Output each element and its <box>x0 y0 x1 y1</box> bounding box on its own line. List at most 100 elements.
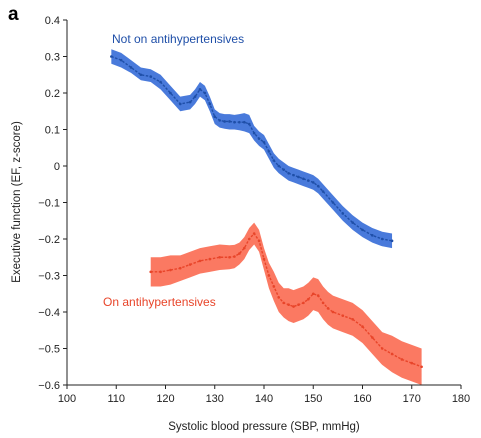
data-point-not-on-antihypertensives <box>361 228 364 232</box>
data-point-on-antihypertensives <box>331 310 335 314</box>
data-point-not-on-antihypertensives <box>213 115 217 119</box>
data-point-not-on-antihypertensives <box>218 119 221 122</box>
y-tick-label: 0.1 <box>45 125 60 137</box>
data-point-not-on-antihypertensives <box>178 102 182 106</box>
data-point-on-antihypertensives <box>233 255 236 258</box>
data-point-not-on-antihypertensives <box>282 168 286 171</box>
data-point-on-antihypertensives <box>326 307 330 310</box>
y-tick-label: −0.3 <box>38 271 60 283</box>
data-point-on-antihypertensives <box>292 305 295 308</box>
data-point-not-on-antihypertensives <box>351 221 354 224</box>
series-label-not-on-antihypertensives: Not on antihypertensives <box>112 32 244 46</box>
data-point-on-antihypertensives <box>208 257 212 261</box>
y-tick-label: 0 <box>54 161 60 173</box>
data-point-not-on-antihypertensives <box>311 181 315 184</box>
data-point-on-antihypertensives <box>159 270 162 274</box>
data-point-on-antihypertensives <box>247 237 251 241</box>
x-tick-label: 160 <box>353 393 371 405</box>
x-tick-label: 100 <box>58 393 76 405</box>
data-point-on-antihypertensives <box>228 255 231 259</box>
data-point-on-antihypertensives <box>297 303 300 307</box>
data-point-on-antihypertensives <box>188 263 192 266</box>
x-tick-label: 170 <box>403 393 421 405</box>
ci-band-on-antihypertensives <box>150 222 422 385</box>
data-point-not-on-antihypertensives <box>247 122 251 126</box>
data-point-not-on-antihypertensives <box>267 150 271 153</box>
data-point-not-on-antihypertensives <box>292 173 295 177</box>
series-layer <box>110 49 423 385</box>
data-point-not-on-antihypertensives <box>277 164 281 168</box>
axes-layer: −0.6 −0.5 −0.4 −0.3 −0.2 −0.1 0 0.1 0.2 0.3 0.4 100… <box>38 15 470 405</box>
data-point-on-antihypertensives <box>169 268 172 272</box>
data-point-not-on-antihypertensives <box>188 100 192 104</box>
data-point-not-on-antihypertensives <box>208 102 212 106</box>
x-tick-label: 130 <box>206 393 224 405</box>
data-point-on-antihypertensives <box>272 285 276 288</box>
y-axis-title: Executive function (EF, z-score) <box>11 121 23 283</box>
data-point-not-on-antihypertensives <box>243 120 246 124</box>
y-tick-label: 0.2 <box>45 88 60 100</box>
x-tick-label: 110 <box>107 393 125 405</box>
data-point-on-antihypertensives <box>262 257 266 261</box>
y-tick-label: 0.3 <box>45 52 60 64</box>
x-tick-label: 180 <box>452 393 470 405</box>
data-point-not-on-antihypertensives <box>371 234 374 237</box>
data-point-on-antihypertensives <box>311 292 315 296</box>
data-point-on-antihypertensives <box>282 301 286 305</box>
y-tick-label: 0.4 <box>45 15 60 27</box>
x-tick-label: 140 <box>255 393 273 405</box>
data-point-not-on-antihypertensives <box>193 95 197 98</box>
panel-label: a <box>8 4 19 25</box>
data-point-not-on-antihypertensives <box>110 55 113 58</box>
data-point-not-on-antihypertensives <box>257 137 261 140</box>
data-point-on-antihypertensives <box>400 358 404 361</box>
data-point-not-on-antihypertensives <box>307 179 310 182</box>
data-point-not-on-antihypertensives <box>223 120 226 123</box>
data-point-on-antihypertensives <box>277 296 281 299</box>
data-point-not-on-antihypertensives <box>331 201 335 204</box>
data-point-not-on-antihypertensives <box>297 175 300 179</box>
data-point-on-antihypertensives <box>390 352 394 356</box>
y-tick-label: −0.1 <box>38 198 60 210</box>
y-tick-label: −0.6 <box>38 380 60 392</box>
data-point-not-on-antihypertensives <box>119 58 123 62</box>
series-label-on-antihypertensives: On antihypertensives <box>103 295 216 309</box>
x-tick-label: 150 <box>304 393 322 405</box>
data-point-on-antihypertensives <box>178 266 182 270</box>
data-point-on-antihypertensives <box>307 297 310 301</box>
data-point-on-antihypertensives <box>257 239 261 243</box>
data-point-not-on-antihypertensives <box>139 73 143 77</box>
data-point-not-on-antihypertensives <box>321 190 325 193</box>
x-tick-label: 120 <box>156 393 174 405</box>
data-point-not-on-antihypertensives <box>233 120 236 124</box>
data-point-not-on-antihypertensives <box>390 239 394 243</box>
data-point-not-on-antihypertensives <box>287 172 290 175</box>
data-point-not-on-antihypertensives <box>380 237 384 241</box>
data-point-not-on-antihypertensives <box>149 75 153 78</box>
data-point-not-on-antihypertensives <box>252 131 256 135</box>
data-point-on-antihypertensives <box>267 274 271 277</box>
data-point-on-antihypertensives <box>341 314 345 317</box>
data-point-not-on-antihypertensives <box>262 140 266 144</box>
data-point-not-on-antihypertensives <box>129 66 133 69</box>
data-point-on-antihypertensives <box>361 325 364 328</box>
data-point-on-antihypertensives <box>287 303 290 307</box>
data-point-not-on-antihypertensives <box>341 212 345 215</box>
series-not-on-antihypertensives <box>110 49 394 249</box>
data-point-on-antihypertensives <box>420 365 423 369</box>
data-point-not-on-antihypertensives <box>302 177 305 181</box>
data-point-on-antihypertensives <box>243 246 246 250</box>
data-point-not-on-antihypertensives <box>228 120 231 123</box>
data-point-not-on-antihypertensives <box>203 91 207 95</box>
data-point-not-on-antihypertensives <box>198 88 202 91</box>
series-on-antihypertensives <box>149 222 423 385</box>
ci-band-not-on-antihypertensives <box>111 49 393 249</box>
data-point-on-antihypertensives <box>316 294 320 297</box>
data-point-not-on-antihypertensives <box>316 184 320 188</box>
y-tick-label: −0.4 <box>38 307 60 319</box>
data-point-on-antihypertensives <box>380 347 384 350</box>
data-point-on-antihypertensives <box>149 270 153 274</box>
data-point-on-antihypertensives <box>351 318 354 321</box>
